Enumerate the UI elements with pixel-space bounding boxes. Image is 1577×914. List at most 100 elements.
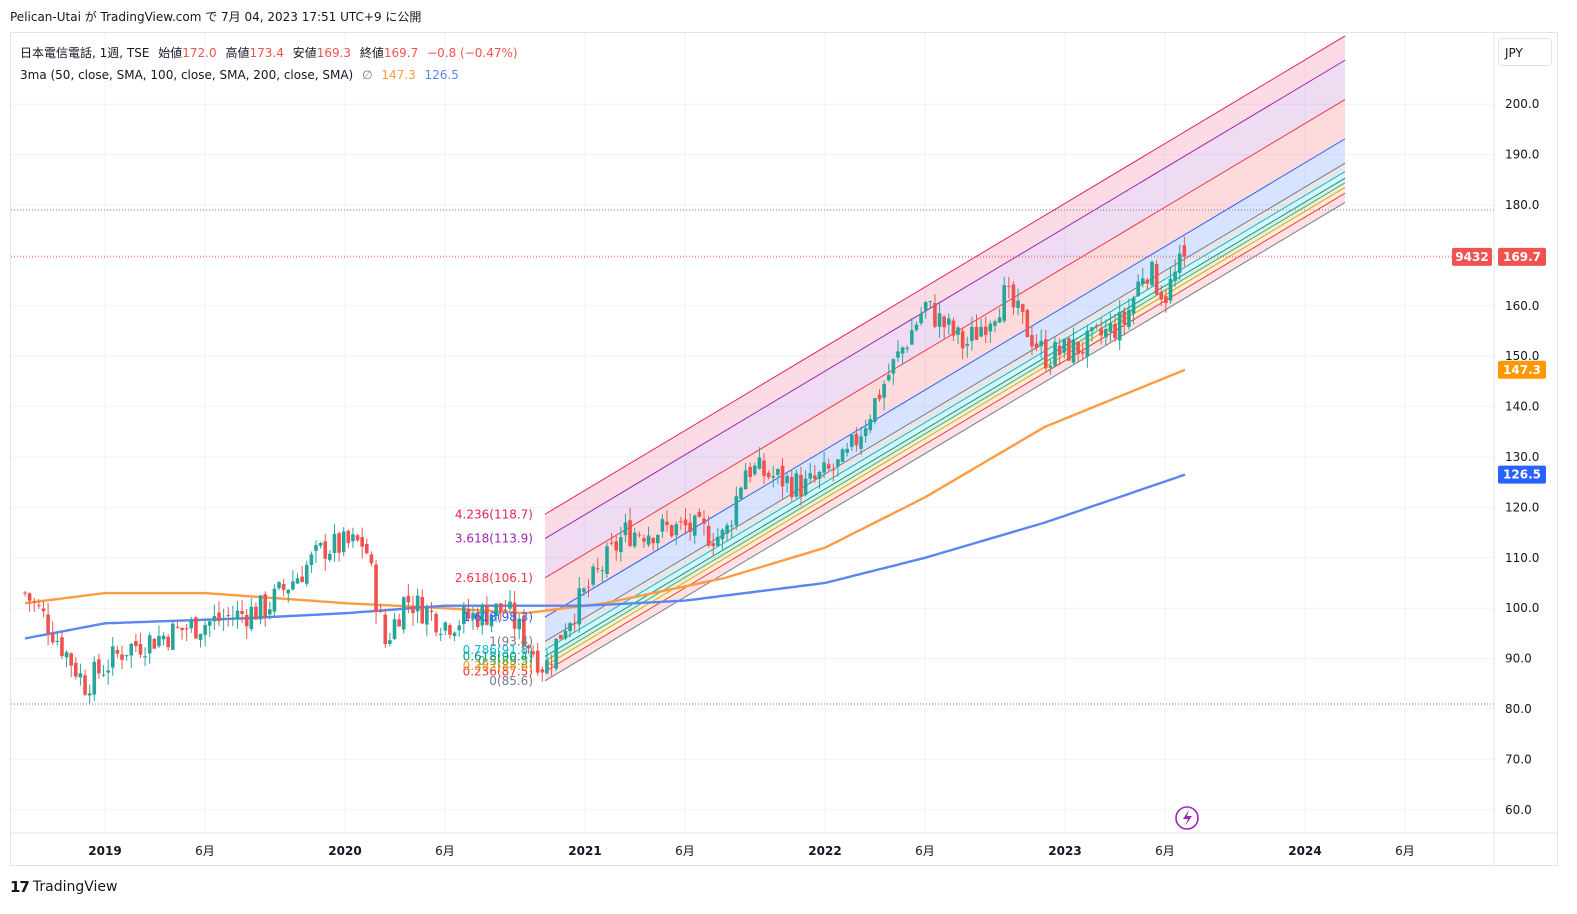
- price-tick-label: 200.0: [1505, 97, 1539, 111]
- candle-body: [716, 536, 720, 546]
- low-value: 169.3: [316, 46, 352, 60]
- candle-body: [609, 542, 614, 544]
- currency-button[interactable]: JPY: [1498, 38, 1552, 66]
- alert-icon[interactable]: [1175, 806, 1199, 830]
- candle-body: [558, 634, 563, 640]
- candle-body: [1048, 365, 1053, 368]
- candle-body: [1140, 278, 1145, 284]
- candle-body: [1090, 327, 1094, 331]
- candle-body: [549, 663, 554, 665]
- candle-body: [401, 597, 406, 630]
- ma100-badge: 147.3: [1503, 363, 1541, 377]
- candle-body: [50, 633, 55, 643]
- candle-body: [240, 610, 244, 614]
- candle-body: [489, 614, 494, 627]
- price-tick-label: 60.0: [1505, 803, 1532, 817]
- time-tick-label: 2021: [568, 844, 601, 858]
- last-price-badge-bg: [1498, 247, 1546, 266]
- candle-body: [877, 394, 882, 400]
- candle-body: [868, 419, 873, 431]
- candle-body: [937, 313, 942, 327]
- candle-body: [1016, 300, 1020, 308]
- candle-body: [808, 473, 813, 479]
- candle-body: [420, 596, 425, 624]
- candle-body: [951, 320, 956, 336]
- candle-body: [175, 626, 180, 628]
- candle-body: [679, 521, 683, 523]
- candle-body: [923, 302, 928, 311]
- publish-info: Pelican-Utai が TradingView.com で 7月 04, …: [10, 10, 422, 24]
- candle-body: [817, 471, 822, 479]
- candle-body: [115, 650, 120, 654]
- candle-body: [970, 326, 974, 341]
- candle-body: [1177, 253, 1182, 273]
- candle-body: [757, 457, 762, 469]
- candle-body: [946, 318, 951, 325]
- candle-body: [83, 675, 87, 695]
- candle-body: [143, 656, 147, 658]
- candle-body: [531, 651, 535, 655]
- candle-body: [591, 566, 595, 585]
- candle-body: [863, 428, 868, 437]
- candle-body: [1127, 310, 1131, 328]
- candle-body: [475, 612, 480, 627]
- candle-body: [642, 538, 646, 542]
- candle-body: [942, 316, 946, 328]
- candle-body: [605, 546, 609, 574]
- candle-body: [392, 619, 397, 639]
- candle-body: [46, 614, 50, 634]
- candle-body: [974, 326, 979, 340]
- candle-body: [411, 606, 415, 614]
- candle-body: [739, 487, 743, 499]
- candle-body: [189, 620, 194, 629]
- candle-body: [1039, 341, 1043, 347]
- candle-body: [655, 535, 660, 544]
- ma100-line: [24, 368, 1186, 615]
- candle-body: [554, 638, 558, 669]
- candle-body: [203, 625, 207, 635]
- candle-body: [725, 525, 729, 534]
- candle-body: [743, 470, 748, 490]
- symbol-info[interactable]: 日本電信電話, 1週, TSE: [20, 46, 150, 60]
- ohlc-row: 日本電信電話, 1週, TSE 始値172.0 高値173.4 安値169.3 …: [20, 42, 523, 64]
- candle-body: [1025, 309, 1030, 338]
- price-tick-label: 190.0: [1505, 148, 1539, 162]
- candle-body: [508, 601, 512, 609]
- candle-body: [23, 592, 27, 594]
- candle-body: [341, 531, 346, 552]
- candle-body: [429, 610, 434, 612]
- time-tick-label: 6月: [435, 844, 455, 858]
- candle-body: [535, 650, 540, 673]
- symbol-code-badge: 9432: [1455, 250, 1488, 264]
- candle-body: [896, 351, 900, 358]
- candle-body: [683, 519, 688, 526]
- candle-body: [323, 541, 328, 559]
- ma100-badge-bg: [1498, 360, 1546, 379]
- candle-body: [415, 595, 420, 612]
- price-tick-label: 180.0: [1505, 198, 1539, 212]
- candle-body: [785, 475, 789, 484]
- chart-legend: 日本電信電話, 1週, TSE 始値172.0 高値173.4 安値169.3 …: [20, 42, 523, 86]
- tradingview-logo-icon: 𝟭𝟳: [10, 878, 30, 896]
- candle-body: [614, 541, 619, 551]
- candle-body: [106, 670, 110, 673]
- candle-body: [166, 636, 170, 648]
- candle-body: [1099, 328, 1104, 336]
- candle-body: [346, 530, 351, 544]
- candle-body: [110, 646, 115, 668]
- indicator-name[interactable]: 3ma (50, close, SMA, 100, close, SMA, 20…: [20, 68, 354, 82]
- candle-body: [1076, 341, 1080, 355]
- open-value: 172.0: [182, 46, 217, 60]
- candle-body: [1104, 329, 1108, 338]
- candle-body: [849, 434, 854, 447]
- candle-body: [674, 524, 679, 536]
- candle-body: [286, 589, 291, 594]
- candle-body: [669, 525, 674, 537]
- price-lines: [11, 209, 1494, 705]
- candle-body: [979, 327, 983, 337]
- candle-body: [637, 534, 642, 536]
- candle-body: [1136, 281, 1140, 297]
- fib-level-line: [544, 138, 1346, 618]
- candle-body: [1182, 245, 1187, 257]
